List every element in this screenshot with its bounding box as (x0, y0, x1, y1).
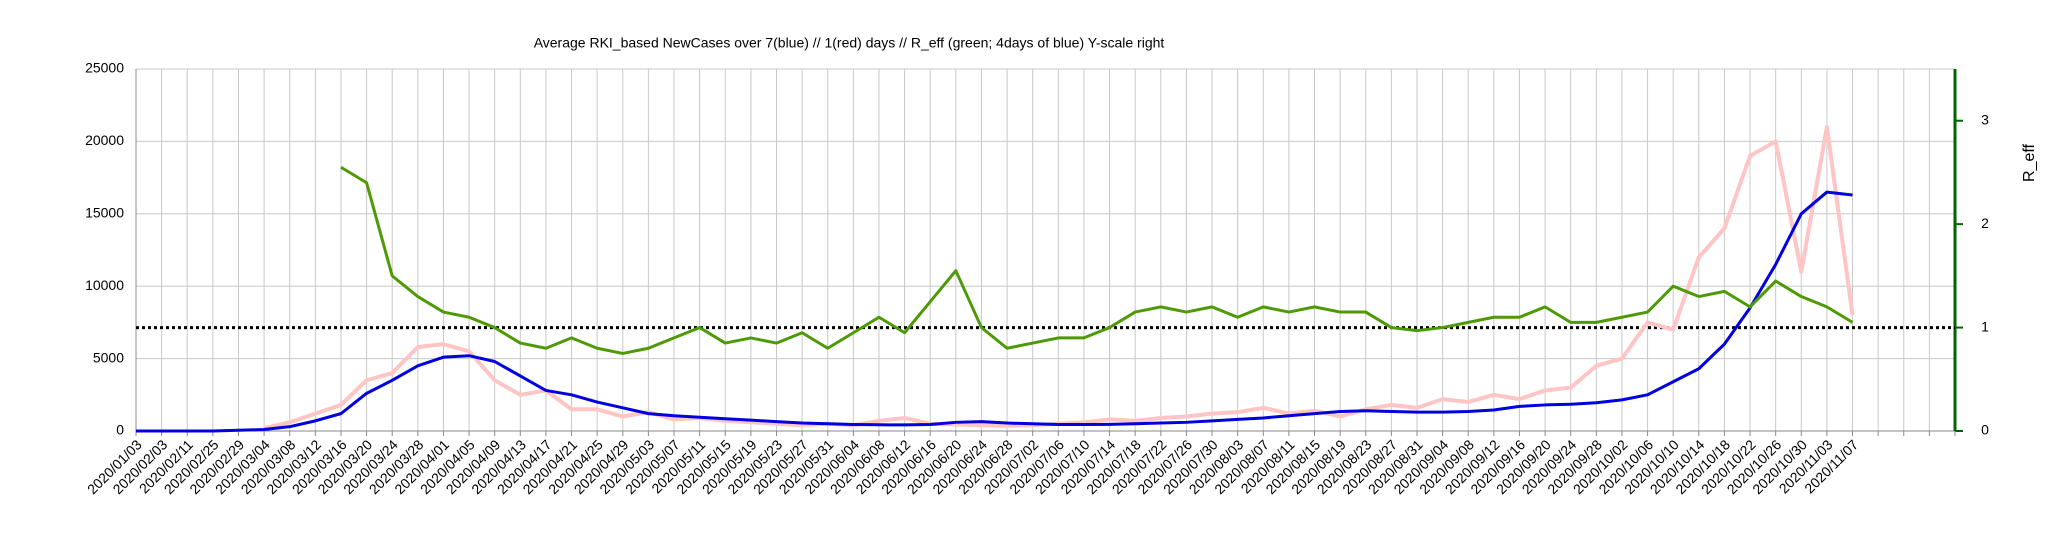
y2-tick-label: 0 (1981, 422, 1989, 438)
y-tick-label: 10000 (85, 277, 124, 293)
y2-tick-label: 3 (1981, 111, 1989, 127)
series-line (136, 190, 1853, 433)
y-tick-label: 15000 (85, 205, 124, 221)
y2-axis-label: R_eff (2021, 143, 2038, 182)
y-tick-label: 20000 (85, 132, 124, 148)
y-tick-label: 0 (116, 422, 124, 438)
y2-tick-label: 1 (1981, 318, 1989, 334)
y2-tick-label: 2 (1981, 215, 1989, 231)
y-tick-label: 5000 (93, 349, 124, 365)
series-line (340, 165, 1854, 355)
chart-title: Average RKI_based NewCases over 7(blue) … (534, 35, 1165, 51)
y-tick-label: 25000 (85, 60, 124, 76)
